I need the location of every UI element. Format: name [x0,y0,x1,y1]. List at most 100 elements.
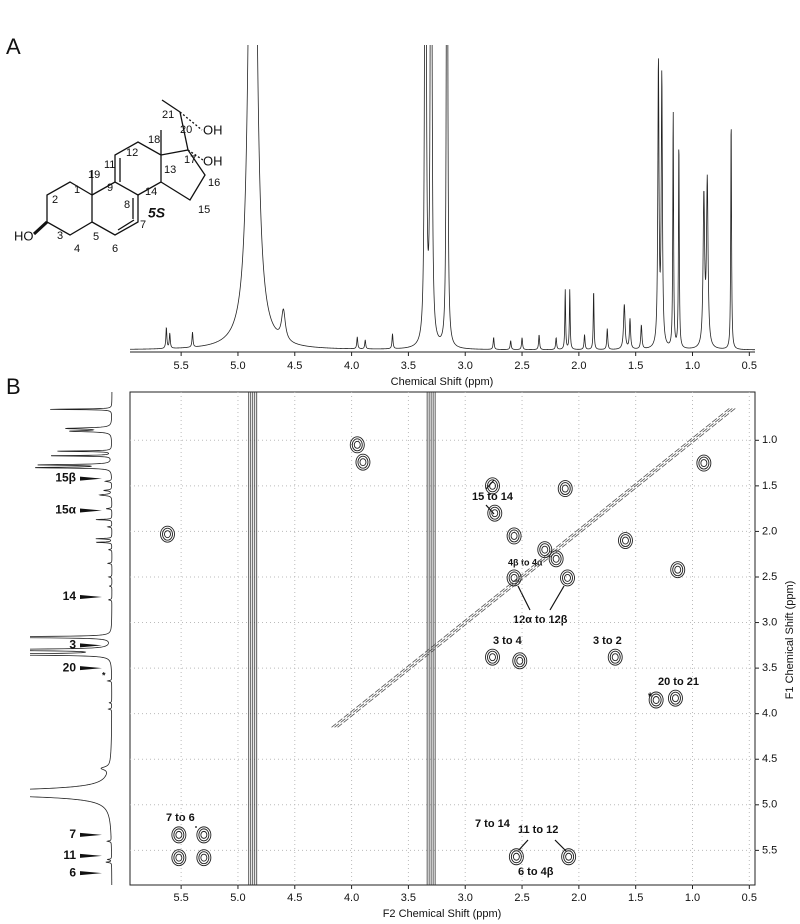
atom-number: 19 [88,169,100,181]
cross-peak [539,543,551,557]
atom-number: 7 [140,219,146,231]
cross-peak [198,828,210,842]
cross-peak [487,479,498,493]
cross-peak [355,453,371,471]
atom-number: 5 [93,231,99,243]
cross-peak [357,455,369,469]
x-tick-label: 1.0 [685,892,700,904]
f1-arrow [80,871,102,876]
atom-number: 20 [180,124,192,136]
arrow [549,585,565,611]
atom-number: 13 [164,164,176,176]
cross-peak [620,534,631,547]
cross-peak [200,853,208,862]
arrows [195,479,567,852]
cross-peak [506,569,522,587]
atom-number: 8 [124,199,130,211]
annotation: * [102,670,106,680]
cross-peak [487,650,498,664]
f1-label: 3 [69,638,76,652]
annotation: * [648,691,653,703]
cross-peak [160,525,175,543]
contours [160,392,736,885]
atom-number: 9 [107,182,113,194]
cross-peak [562,571,573,585]
f1-projection [30,392,113,885]
cross-peak [672,563,684,577]
x-tick-label: 4.0 [344,360,359,372]
cross-peak [648,691,664,709]
atom-number: 14 [145,186,157,198]
cross-peak [353,440,361,449]
cross-peak [698,456,710,470]
cross-peak [559,482,571,496]
double-bond [117,219,135,231]
f1-label: 20 [63,660,77,674]
f1-arrow [80,595,102,600]
f1-label: 15β [55,471,76,485]
hash-bond [187,149,204,161]
cross-peak [668,689,683,707]
y-tick-label: 3.0 [762,616,777,628]
atom-number: 4 [74,243,80,255]
annotation: 4β to 4α [508,557,543,567]
cross-peak [485,648,500,666]
cross-peak [560,569,575,587]
cross-peak [650,693,662,707]
cross-peak [618,532,633,549]
cross-peak [537,541,553,559]
x-tick-label: 5.0 [230,360,245,372]
x-tick-label: 1.5 [628,892,643,904]
cross-peak [489,653,496,662]
cross-peak [514,654,526,668]
cross-peak [359,458,367,467]
x-tick-label: 2.5 [514,892,529,904]
y-tick-label: 1.5 [762,480,777,492]
f1-label: 6 [69,865,76,879]
cross-peak [485,477,500,495]
y-tick-label: 3.5 [762,662,777,674]
cross-peak [670,561,686,579]
x-tick-label: 1.0 [685,360,700,372]
cross-peak [674,565,682,574]
atom-number: 1 [74,184,80,196]
f1-arrow [80,476,102,481]
atom-number: 3 [57,230,63,242]
f1-arrow [80,508,102,513]
annotation: 12α to 12β [513,614,568,626]
cross-peak [557,480,573,498]
x-tick-label: 2.0 [571,892,586,904]
bond [160,149,206,201]
annotation: 3 to 2 [593,635,622,647]
x-tick-label: 2.5 [514,360,529,372]
cross-peak [196,849,212,867]
y-tick-label: 5.5 [762,844,777,856]
f1-label: 14 [63,589,77,603]
cross-peak [198,851,210,865]
atom-number: 17 [184,154,196,166]
atom-number: 15 [198,204,210,216]
cross-peak [508,529,520,543]
atom-number: 6 [112,243,118,255]
bond [46,181,93,236]
diagonal [331,408,730,728]
annotation: 3 to 4 [493,635,523,647]
cross-peak [171,849,187,867]
cross-peak [489,481,496,490]
y-tick-label: 4.0 [762,708,777,720]
arrow [554,839,567,852]
annotation: 7 to 14 [475,818,511,830]
y-tick-label: 4.5 [762,753,777,765]
cross-peak [516,656,524,665]
panel-label: A [6,34,21,59]
cross-peak [508,571,520,585]
f1-label: 7 [69,827,76,841]
f1-arrow [80,643,102,648]
bond [161,99,181,113]
atom-number: 2 [52,194,58,206]
atom-number: 12 [126,147,138,159]
cross-peak [550,552,562,566]
cross-peak [672,694,679,703]
annotation: 20 to 21 [658,676,699,688]
